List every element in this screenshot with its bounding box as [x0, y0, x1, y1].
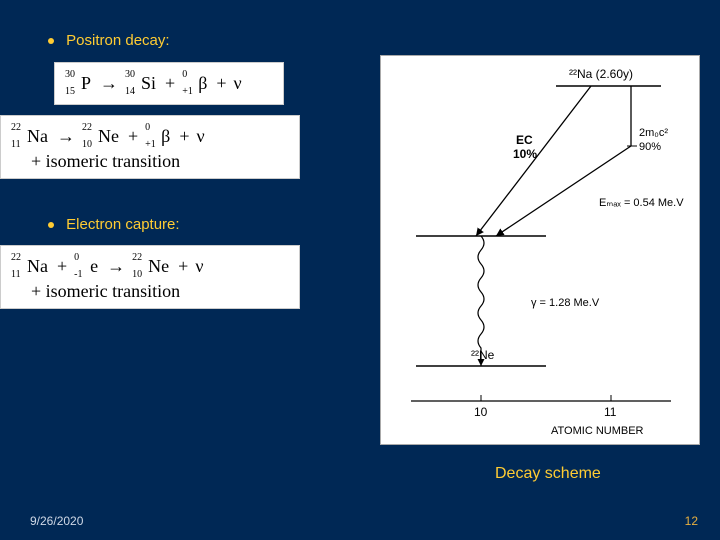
eq1-rhs1: 30 14 Si: [125, 69, 156, 98]
branch-ec: [476, 86, 591, 236]
xtick-11-label: 11: [604, 405, 617, 419]
footer-page: 12: [685, 514, 698, 528]
label-2m0c2-2: 90%: [639, 141, 661, 153]
equation-3: 22 11 Na + 0 -1 e → 22 10 Ne + ν: [11, 252, 289, 281]
eq3-rhs1: 22 10 Ne: [132, 252, 169, 281]
label-parent: ²²Na (2.60y): [569, 67, 633, 81]
eq3-note: + isomeric transition: [11, 281, 289, 302]
equation-3-box: 22 11 Na + 0 -1 e → 22 10 Ne + ν + isome…: [0, 245, 300, 309]
eq2-rhs2: 0 +1 β: [145, 122, 170, 151]
footer-date: 9/26/2020: [30, 514, 83, 528]
eq2-rhs1: 22 10 Ne: [82, 122, 119, 151]
eq3-lhs2: 0 -1 e: [74, 252, 98, 281]
gamma-transition: [478, 236, 484, 366]
diagram-caption: Decay scheme: [495, 465, 601, 483]
decay-scheme-svg: ²²Na (2.60y) EC 10% 2m₀c² 90% Eₘₐₓ = 0.5…: [381, 56, 701, 446]
bullet-dot-icon: [48, 38, 54, 44]
x-axis-label: ATOMIC NUMBER: [551, 425, 644, 437]
bullet-ec-text: Electron capture:: [66, 216, 179, 233]
eq1-rhs2: 0 +1 β: [182, 69, 207, 98]
eq2-lhs: 22 11 Na: [11, 122, 48, 151]
decay-scheme-diagram: ²²Na (2.60y) EC 10% 2m₀c² 90% Eₘₐₓ = 0.5…: [380, 55, 700, 445]
equation-1-box: 30 15 P → 30 14 Si + 0 +1 β + ν: [54, 62, 284, 105]
label-2m0c2-1: 2m₀c²: [639, 127, 668, 139]
arrow-icon: →: [104, 256, 128, 276]
label-ec-1: EC: [516, 133, 533, 147]
bullet-positron: Positron decay:: [48, 32, 170, 49]
eq3-lhs1: 22 11 Na: [11, 252, 48, 281]
bullet-positron-text: Positron decay:: [66, 32, 169, 49]
equation-2-box: 22 11 Na → 22 10 Ne + 0 +1 β + ν + isome…: [0, 115, 300, 179]
arrow-icon: →: [97, 73, 121, 93]
xtick-10-label: 10: [474, 405, 488, 419]
eq2-note: + isomeric transition: [11, 151, 289, 172]
equation-2: 22 11 Na → 22 10 Ne + 0 +1 β + ν: [11, 122, 289, 151]
bullet-dot-icon: [48, 222, 54, 228]
bullet-ec: Electron capture:: [48, 216, 180, 233]
eq1-lhs: 30 15 P: [65, 69, 91, 98]
label-gamma: γ = 1.28 Me.V: [531, 297, 600, 309]
equation-1: 30 15 P → 30 14 Si + 0 +1 β + ν: [65, 69, 273, 98]
label-emax: Eₘₐₓ = 0.54 Me.V: [599, 197, 684, 209]
label-ec-2: 10%: [513, 147, 537, 161]
arrow-icon: →: [54, 126, 78, 146]
label-daughter: ²²Ne: [471, 348, 495, 362]
